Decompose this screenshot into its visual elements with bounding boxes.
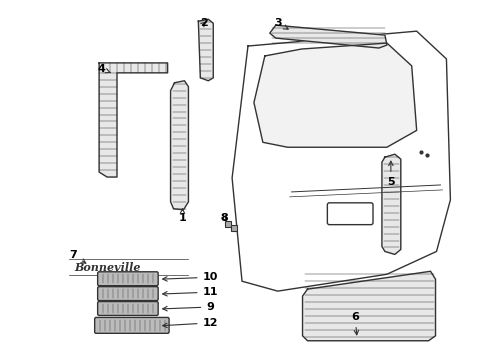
Polygon shape (270, 25, 387, 48)
Text: 9: 9 (163, 302, 214, 312)
Text: 4: 4 (97, 64, 111, 74)
Text: 10: 10 (163, 272, 218, 282)
FancyBboxPatch shape (95, 318, 169, 333)
Polygon shape (99, 63, 168, 177)
Polygon shape (302, 271, 436, 341)
Text: 7: 7 (70, 251, 86, 263)
Text: 3: 3 (274, 18, 288, 29)
Text: 6: 6 (351, 312, 359, 335)
Text: 2: 2 (200, 18, 208, 28)
Polygon shape (382, 154, 401, 255)
Text: 11: 11 (163, 287, 218, 297)
Text: 1: 1 (179, 209, 186, 223)
Text: 8: 8 (220, 213, 228, 223)
FancyBboxPatch shape (98, 302, 158, 315)
FancyBboxPatch shape (98, 272, 158, 286)
Polygon shape (171, 81, 189, 210)
FancyBboxPatch shape (327, 203, 373, 225)
Polygon shape (232, 31, 450, 291)
Text: 5: 5 (387, 161, 394, 187)
Text: 12: 12 (163, 318, 218, 328)
Text: Bonneville: Bonneville (74, 262, 141, 273)
FancyBboxPatch shape (98, 287, 158, 301)
Polygon shape (254, 43, 416, 147)
Polygon shape (198, 19, 213, 81)
